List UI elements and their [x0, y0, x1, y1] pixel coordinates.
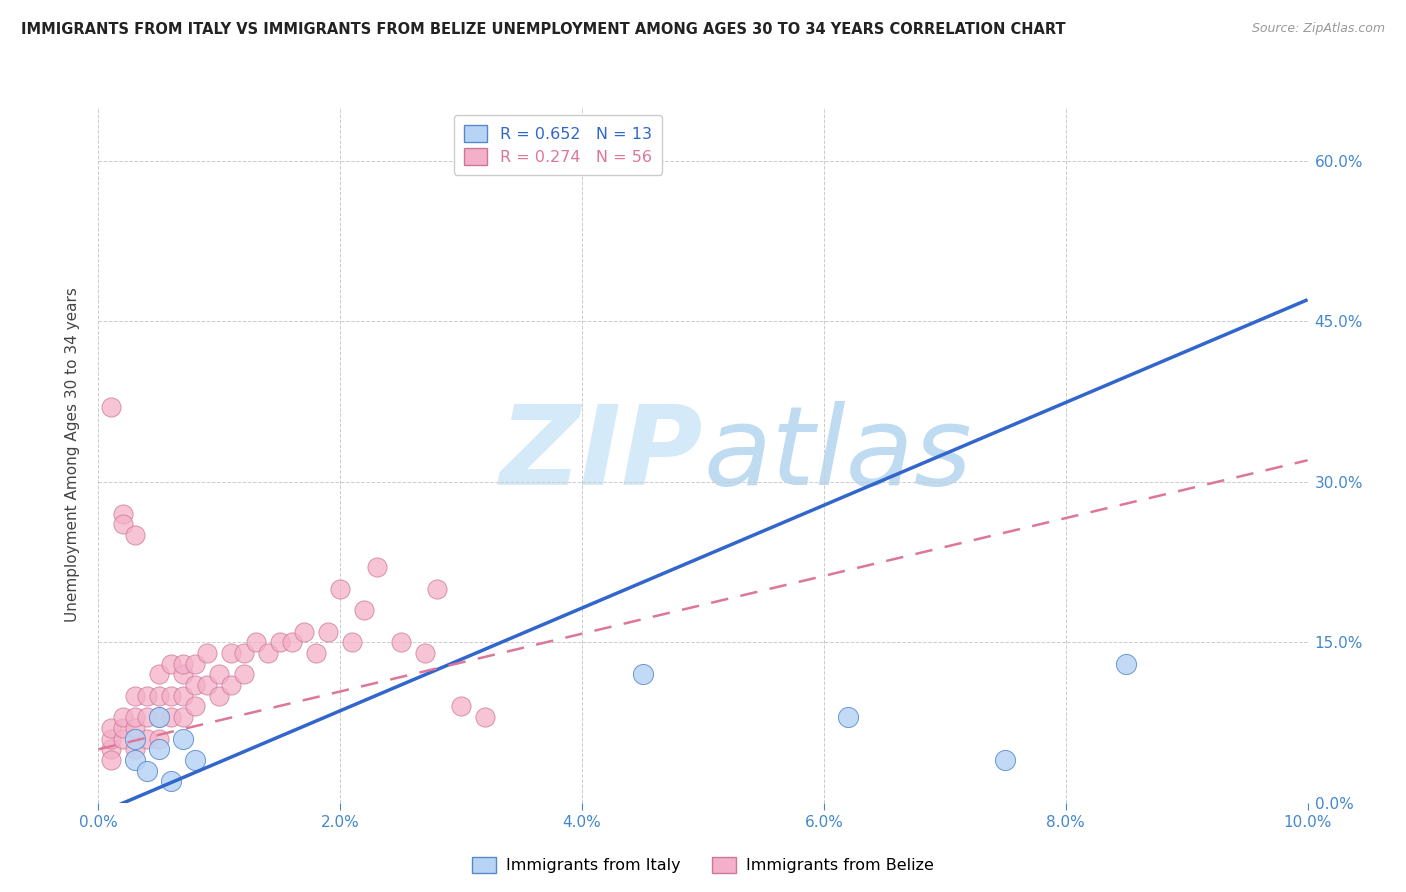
- Legend: Immigrants from Italy, Immigrants from Belize: Immigrants from Italy, Immigrants from B…: [465, 850, 941, 880]
- Point: [172, 667, 194, 681]
- Point: [148, 710, 170, 724]
- Point: [111, 721, 134, 735]
- Point: [292, 624, 315, 639]
- Point: [208, 667, 231, 681]
- Point: [245, 635, 267, 649]
- Point: [100, 731, 122, 746]
- Point: [342, 635, 364, 649]
- Point: [148, 742, 170, 756]
- Point: [135, 710, 157, 724]
- Point: [100, 742, 122, 756]
- Point: [329, 582, 352, 596]
- Point: [631, 667, 654, 681]
- Point: [426, 582, 449, 596]
- Text: ZIP: ZIP: [499, 401, 703, 508]
- Point: [100, 753, 122, 767]
- Point: [184, 699, 207, 714]
- Point: [208, 689, 231, 703]
- Point: [305, 646, 328, 660]
- Point: [195, 678, 218, 692]
- Point: [160, 689, 183, 703]
- Point: [124, 721, 146, 735]
- Point: [413, 646, 436, 660]
- Point: [172, 731, 194, 746]
- Point: [837, 710, 859, 724]
- Point: [160, 774, 183, 789]
- Legend: R = 0.652   N = 13, R = 0.274   N = 56: R = 0.652 N = 13, R = 0.274 N = 56: [454, 115, 662, 175]
- Point: [111, 731, 134, 746]
- Point: [148, 731, 170, 746]
- Point: [221, 678, 243, 692]
- Point: [474, 710, 496, 724]
- Point: [111, 507, 134, 521]
- Point: [135, 731, 157, 746]
- Text: Source: ZipAtlas.com: Source: ZipAtlas.com: [1251, 22, 1385, 36]
- Point: [184, 657, 207, 671]
- Point: [148, 667, 170, 681]
- Point: [160, 657, 183, 671]
- Point: [389, 635, 412, 649]
- Text: IMMIGRANTS FROM ITALY VS IMMIGRANTS FROM BELIZE UNEMPLOYMENT AMONG AGES 30 TO 34: IMMIGRANTS FROM ITALY VS IMMIGRANTS FROM…: [21, 22, 1066, 37]
- Point: [269, 635, 291, 649]
- Point: [124, 753, 146, 767]
- Point: [281, 635, 304, 649]
- Point: [221, 646, 243, 660]
- Point: [124, 731, 146, 746]
- Point: [1115, 657, 1137, 671]
- Point: [994, 753, 1017, 767]
- Point: [135, 764, 157, 778]
- Point: [111, 710, 134, 724]
- Point: [184, 753, 207, 767]
- Point: [256, 646, 278, 660]
- Y-axis label: Unemployment Among Ages 30 to 34 years: Unemployment Among Ages 30 to 34 years: [65, 287, 80, 623]
- Point: [100, 721, 122, 735]
- Text: atlas: atlas: [703, 401, 972, 508]
- Point: [450, 699, 472, 714]
- Point: [232, 667, 254, 681]
- Point: [124, 528, 146, 542]
- Point: [124, 742, 146, 756]
- Point: [353, 603, 375, 617]
- Point: [135, 689, 157, 703]
- Point: [148, 689, 170, 703]
- Point: [172, 710, 194, 724]
- Point: [366, 560, 388, 574]
- Point: [124, 689, 146, 703]
- Point: [111, 517, 134, 532]
- Point: [148, 710, 170, 724]
- Point: [195, 646, 218, 660]
- Point: [172, 657, 194, 671]
- Point: [523, 143, 546, 157]
- Point: [124, 710, 146, 724]
- Point: [160, 710, 183, 724]
- Point: [100, 400, 122, 414]
- Point: [172, 689, 194, 703]
- Point: [232, 646, 254, 660]
- Point: [184, 678, 207, 692]
- Point: [316, 624, 339, 639]
